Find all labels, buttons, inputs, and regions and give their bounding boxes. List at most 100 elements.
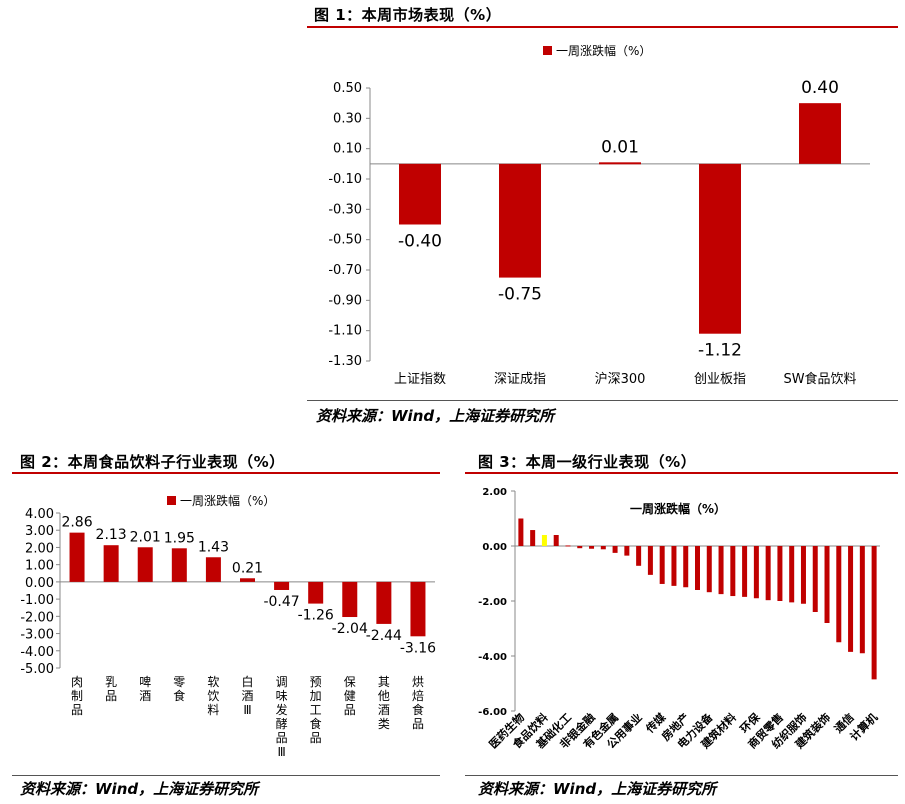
bar: [695, 546, 700, 590]
y-tick-label: 2.00: [25, 541, 54, 556]
x-tick-label: 乳品: [105, 675, 117, 703]
y-tick-label: 0.50: [333, 81, 362, 96]
fig1-bottom-rule: [307, 400, 898, 401]
bar: [800, 546, 806, 604]
bar: [659, 546, 665, 584]
x-tick-label: 啤酒: [139, 674, 151, 703]
bar: [342, 581, 358, 618]
fig3-top-rule: [465, 472, 898, 474]
bar: [518, 518, 524, 546]
y-tick-label: -0.10: [328, 172, 362, 187]
bar: [541, 535, 547, 546]
bar: [589, 546, 595, 549]
y-tick-label: 0.10: [333, 142, 362, 157]
x-tick-label: 白酒 Ⅲ: [241, 674, 253, 717]
legend-swatch: [543, 46, 552, 55]
fig1-source: 资料来源：Wind，上海证券研究所: [316, 407, 555, 425]
bar: [824, 546, 830, 623]
data-label: -0.47: [263, 594, 299, 610]
bar: [789, 546, 795, 603]
bar: [205, 557, 221, 582]
bar: [612, 546, 618, 553]
bar: [308, 581, 324, 604]
bar: [565, 545, 571, 547]
data-label: 0.21: [232, 560, 263, 576]
bar: [577, 546, 583, 549]
bar: [799, 103, 841, 164]
data-label: 1.43: [198, 539, 229, 555]
x-tick-label: 上证指数: [394, 372, 446, 387]
y-tick-label: 2.00: [482, 487, 507, 498]
bar: [600, 546, 606, 550]
bar: [624, 546, 630, 556]
x-tick-label: 深证成指: [494, 372, 546, 387]
fig2-chart: 一周涨跌幅（%） 4.00 3.00 2.00 1.00 0.00 -1.00 -2.00 -3…: [20, 493, 436, 759]
x-tick-label: 烘焙食品: [412, 675, 424, 731]
y-tick-label: 4.00: [25, 507, 54, 522]
x-tick-label: 预加工食品: [310, 675, 322, 745]
bar: [636, 546, 642, 566]
bar: [812, 546, 818, 612]
fig1-top-rule: [307, 26, 898, 28]
fig2-title: 图 2：本周食品饮料子行业表现（%）: [20, 453, 285, 471]
legend-label: 一周涨跌幅（%）: [630, 501, 726, 516]
y-tick-label: 0.00: [25, 576, 54, 591]
bar: [274, 581, 290, 590]
y-tick-label: -3.00: [20, 628, 54, 643]
bar: [647, 546, 653, 575]
data-label: -2.44: [366, 628, 402, 644]
bar: [871, 546, 877, 680]
bar: [171, 548, 187, 582]
data-label: 2.01: [130, 529, 161, 545]
y-tick-label: -4.00: [20, 645, 54, 660]
data-label: -0.75: [498, 285, 542, 305]
bar: [671, 546, 677, 586]
bar: [742, 546, 748, 597]
bar: [777, 546, 783, 601]
y-tick-label: -6.00: [478, 707, 507, 718]
bar: [69, 532, 85, 582]
data-label: 2.86: [61, 515, 92, 531]
legend-swatch: [167, 496, 176, 505]
x-tick-label: 沪深300: [595, 371, 646, 387]
bar: [399, 163, 441, 225]
fig3-bottom-rule: [465, 775, 898, 776]
bar: [848, 546, 854, 652]
bar: [410, 581, 426, 637]
y-tick-label: -1.10: [328, 324, 362, 339]
fig2-top-rule: [12, 472, 440, 474]
fig3-source: 资料来源：Wind，上海证券研究所: [478, 780, 717, 798]
y-tick-label: -1.30: [328, 354, 362, 369]
y-tick-label: 0.30: [333, 111, 362, 126]
legend-label: 一周涨跌幅（%）: [556, 43, 651, 58]
data-label: 0.40: [801, 78, 839, 98]
bar: [683, 546, 689, 588]
fig1-title: 图 1：本周市场表现（%）: [314, 6, 502, 24]
fig2-bottom-rule: [12, 775, 440, 776]
bar: [376, 581, 392, 624]
fig3-title: 图 3：本周一级行业表现（%）: [478, 453, 697, 471]
y-tick-label: -2.00: [478, 597, 507, 608]
bar: [103, 545, 119, 582]
bar: [718, 546, 724, 595]
y-tick-label: 3.00: [25, 524, 54, 539]
legend-label: 一周涨跌幅（%）: [180, 493, 275, 508]
bar: [699, 163, 741, 334]
bar: [836, 546, 842, 643]
fig3-chart: 一周涨跌幅（%）2.000.00-2.00-4.00-6.00医药生物食品饮料基…: [478, 487, 880, 752]
y-tick-label: -5.00: [20, 662, 54, 677]
y-tick-label: -0.50: [328, 233, 362, 248]
data-label: -2.04: [332, 621, 368, 637]
x-tick-label: 肉制品: [71, 675, 83, 717]
data-label: -0.40: [398, 232, 442, 252]
data-label: -1.26: [298, 608, 334, 624]
bar: [137, 547, 153, 582]
bar: [765, 546, 771, 601]
y-tick-label: 0.00: [482, 542, 507, 553]
x-tick-label: 其他酒类: [378, 675, 390, 731]
y-tick-label: 1.00: [25, 559, 54, 574]
bar: [530, 530, 536, 546]
bar: [599, 162, 641, 165]
y-tick-label: -2.00: [20, 610, 54, 625]
y-tick-label: -0.30: [328, 202, 362, 217]
